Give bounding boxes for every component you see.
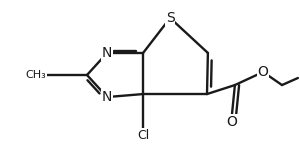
Text: CH₃: CH₃ bbox=[26, 70, 46, 80]
Text: N: N bbox=[102, 46, 112, 60]
Text: Cl: Cl bbox=[137, 129, 149, 142]
Text: S: S bbox=[166, 11, 175, 25]
Text: N: N bbox=[102, 90, 112, 104]
Text: O: O bbox=[226, 115, 237, 129]
Text: O: O bbox=[258, 65, 268, 79]
